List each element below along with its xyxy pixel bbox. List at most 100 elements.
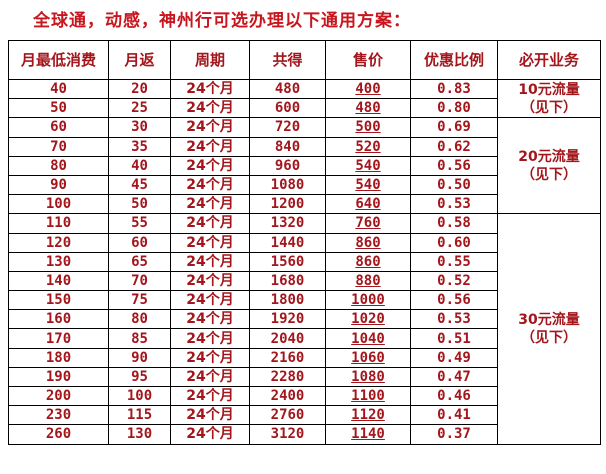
price-cell: 1000 — [325, 290, 411, 311]
column-header: 周期 — [170, 40, 250, 80]
total-cell: 600 — [249, 98, 326, 119]
period-cell: 24个月 — [170, 366, 250, 388]
period-cell: 24个月 — [170, 117, 250, 138]
period-cell: 24个月 — [170, 98, 250, 119]
total-cell: 1920 — [249, 309, 326, 330]
price-cell: 880 — [325, 270, 411, 292]
table-row: 140 70 24个月 1680 880 0.52 — [8, 270, 601, 292]
plan-table: 月最低消费 月返 周期 共得 售价 优惠比例 必开业务 40 20 24个月 480 400 0.83… — [8, 40, 601, 445]
price-value: 1120 — [351, 407, 385, 424]
min-spend-cell: 100 — [8, 194, 109, 215]
discount-ratio-cell: 0.49 — [410, 347, 498, 368]
monthly-rebate-cell: 100 — [108, 385, 171, 407]
price-value: 520 — [355, 138, 381, 155]
min-spend-cell: 230 — [8, 405, 109, 426]
table-row: 90 45 24个月 1080 540 0.50 — [8, 174, 601, 196]
total-cell: 1680 — [249, 270, 326, 292]
min-spend-cell: 160 — [8, 309, 109, 330]
monthly-rebate-cell: 65 — [108, 251, 171, 272]
column-header: 共得 — [249, 40, 326, 80]
min-spend-cell: 130 — [8, 251, 109, 272]
table-row: 260 130 24个月 3120 1140 0.37 — [8, 424, 601, 445]
min-spend-cell: 80 — [8, 155, 109, 176]
monthly-rebate-cell: 20 — [108, 78, 171, 100]
monthly-rebate-cell: 60 — [108, 232, 171, 253]
total-cell: 2160 — [249, 347, 326, 368]
period-cell: 24个月 — [170, 174, 250, 196]
price-cell: 540 — [325, 174, 411, 196]
discount-ratio-cell: 0.58 — [410, 213, 498, 234]
total-cell: 2040 — [249, 328, 326, 349]
discount-ratio-cell: 0.53 — [410, 194, 498, 215]
table-row: 190 95 24个月 2280 1080 0.47 — [8, 366, 601, 388]
price-cell: 1040 — [325, 328, 411, 349]
monthly-rebate-cell: 45 — [108, 174, 171, 196]
total-cell: 2400 — [249, 385, 326, 407]
monthly-rebate-cell: 90 — [108, 347, 171, 368]
period-cell: 24个月 — [170, 309, 250, 330]
price-cell: 1140 — [325, 424, 411, 445]
period-cell: 24个月 — [170, 194, 250, 215]
total-cell: 1320 — [249, 213, 326, 234]
price-cell: 500 — [325, 117, 411, 138]
price-cell: 1100 — [325, 385, 411, 407]
period-cell: 24个月 — [170, 136, 250, 157]
min-spend-cell: 200 — [8, 385, 109, 407]
table-row: 150 75 24个月 1800 1000 0.56 — [8, 290, 601, 311]
price-cell: 860 — [325, 251, 411, 272]
period-cell: 24个月 — [170, 424, 250, 445]
discount-ratio-cell: 0.53 — [410, 309, 498, 330]
column-header: 月最低消费 — [8, 40, 109, 80]
table-row: 60 30 24个月 720 500 0.69 20元流量 （见下） — [8, 117, 601, 215]
discount-ratio-cell: 0.46 — [410, 385, 498, 407]
price-value: 860 — [355, 253, 381, 270]
price-value: 1060 — [351, 349, 385, 366]
table-row: 80 40 24个月 960 540 0.56 — [8, 155, 601, 176]
monthly-rebate-cell: 95 — [108, 366, 171, 388]
period-cell: 24个月 — [170, 78, 250, 100]
price-cell: 520 — [325, 136, 411, 157]
required-service-note: （见下） — [521, 99, 577, 116]
discount-ratio-cell: 0.50 — [410, 174, 498, 196]
monthly-rebate-cell: 35 — [108, 136, 171, 157]
min-spend-cell: 40 — [8, 78, 109, 100]
price-cell: 540 — [325, 155, 411, 176]
discount-ratio-cell: 0.80 — [410, 98, 498, 119]
price-cell: 480 — [325, 98, 411, 119]
table-row: 170 85 24个月 2040 1040 0.51 — [8, 328, 601, 349]
min-spend-cell: 120 — [8, 232, 109, 253]
discount-ratio-cell: 0.69 — [410, 117, 498, 138]
price-value: 500 — [355, 119, 381, 136]
min-spend-cell: 140 — [8, 270, 109, 292]
price-value: 1000 — [351, 292, 385, 309]
required-service-cell: 10元流量 （见下） — [497, 78, 601, 119]
price-cell: 400 — [325, 78, 411, 100]
total-cell: 720 — [249, 117, 326, 138]
period-cell: 24个月 — [170, 385, 250, 407]
table-row: 50 25 24个月 600 480 0.80 — [8, 98, 601, 119]
monthly-rebate-cell: 130 — [108, 424, 171, 445]
period-cell: 24个月 — [170, 270, 250, 292]
column-header: 优惠比例 — [410, 40, 498, 80]
min-spend-cell: 50 — [8, 98, 109, 119]
monthly-rebate-cell: 55 — [108, 213, 171, 234]
column-header: 月返 — [108, 40, 171, 80]
min-spend-cell: 180 — [8, 347, 109, 368]
period-cell: 24个月 — [170, 155, 250, 176]
price-value: 860 — [355, 234, 381, 251]
discount-ratio-cell: 0.83 — [410, 78, 498, 100]
total-cell: 1560 — [249, 251, 326, 272]
required-service-note: （见下） — [521, 166, 577, 183]
monthly-rebate-cell: 75 — [108, 290, 171, 311]
period-cell: 24个月 — [170, 232, 250, 253]
required-service-note: （见下） — [521, 329, 577, 346]
price-value: 540 — [355, 157, 381, 174]
monthly-rebate-cell: 85 — [108, 328, 171, 349]
monthly-rebate-cell: 115 — [108, 405, 171, 426]
table-row: 230 115 24个月 2760 1120 0.41 — [8, 405, 601, 426]
discount-ratio-cell: 0.47 — [410, 366, 498, 388]
price-value: 880 — [355, 272, 381, 289]
period-cell: 24个月 — [170, 290, 250, 311]
price-cell: 860 — [325, 232, 411, 253]
total-cell: 480 — [249, 78, 326, 100]
